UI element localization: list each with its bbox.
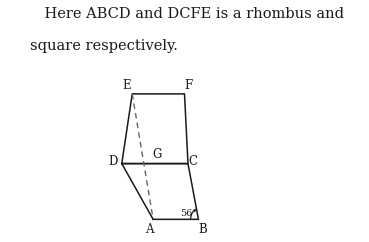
Text: E: E (123, 79, 131, 92)
Text: B: B (199, 223, 207, 236)
Text: F: F (185, 79, 193, 92)
Text: C: C (189, 155, 198, 168)
Text: square respectively.: square respectively. (30, 39, 177, 53)
Text: Here ABCD and DCFE is a rhombus and: Here ABCD and DCFE is a rhombus and (25, 7, 344, 21)
Text: A: A (145, 223, 154, 236)
Text: G: G (152, 148, 161, 161)
Text: D: D (108, 155, 118, 168)
Text: 56°: 56° (180, 209, 197, 218)
